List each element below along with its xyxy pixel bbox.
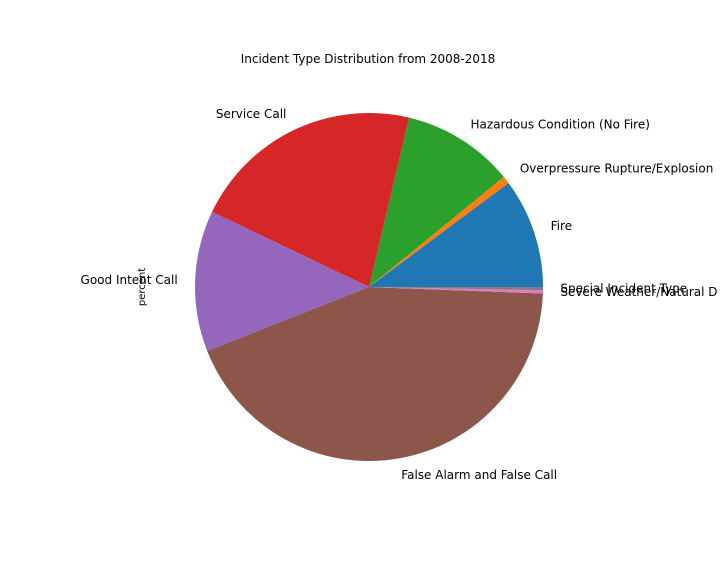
pie-slice-severe-weather-natural-d [369, 287, 543, 294]
chart-title: Incident Type Distribution from 2008-201… [241, 52, 496, 66]
pie-slice-overpressure-rupture-explosion [369, 176, 509, 287]
pie-labels: Fire Overpressure Rupture/Explosion Hazard… [81, 107, 718, 482]
pie-label-special-incident-type: Special Incident Type [560, 281, 687, 295]
pie-slices [195, 112, 543, 462]
y-axis-label: percent [137, 268, 148, 306]
pie-slice-special-incident-type [369, 287, 543, 291]
pie-slice-good-intent-call [195, 211, 369, 352]
pie-slice-false-alarm-and-false-call [207, 287, 543, 462]
pie-label-false-alarm-and-false-call: False Alarm and False Call [401, 468, 557, 482]
pie-label-severe-weather-natural-d: Severe Weather/Natural D [560, 285, 717, 299]
pie-slice-fire [369, 182, 543, 287]
pie-label-fire: Fire [551, 219, 572, 233]
pie-label-hazardous-condition-no-fire: Hazardous Condition (No Fire) [471, 117, 650, 131]
pie-label-service-call: Service Call [216, 107, 287, 121]
pie-slice-service-call [212, 112, 410, 288]
pie-label-good-intent-call: Good Intent Call [81, 273, 178, 287]
pie-label-overpressure-rupture-explosion: Overpressure Rupture/Explosion [520, 162, 713, 176]
pie-slice-hazardous-condition-no-fire [369, 117, 504, 288]
